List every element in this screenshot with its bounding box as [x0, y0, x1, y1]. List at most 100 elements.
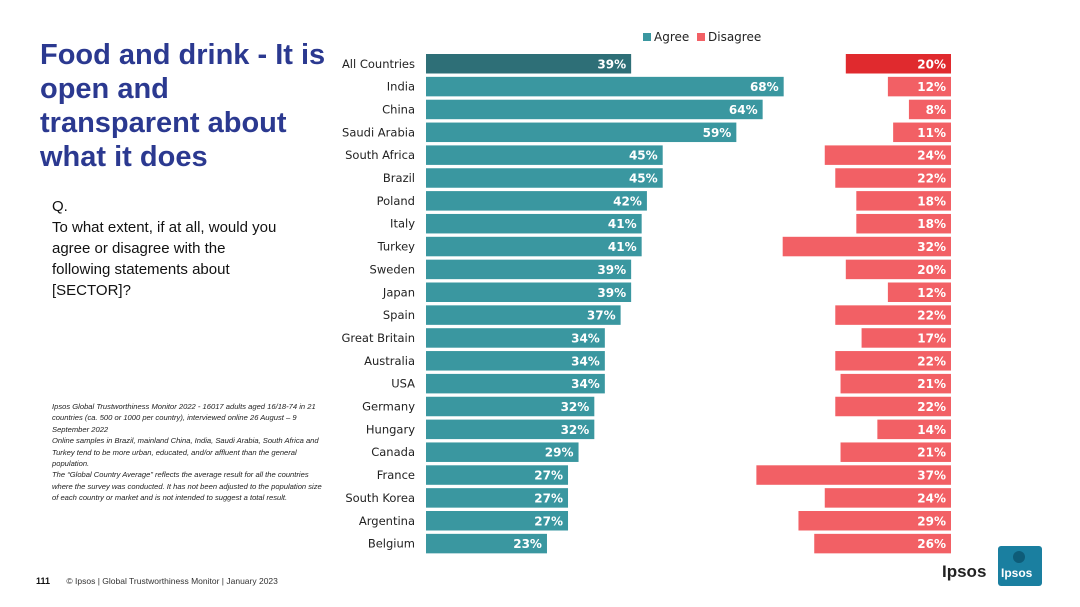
ipsos-logo: Ipsos — [998, 546, 1042, 586]
agree-bar-china — [426, 99, 763, 120]
disagree-value-india: 12% — [917, 80, 946, 94]
agree-bar-usa — [426, 373, 605, 394]
disagree-value-all-countries: 20% — [917, 57, 946, 71]
disagree-bar-japan — [887, 282, 951, 302]
agree-value-sweden: 39% — [597, 263, 626, 277]
agree-bar-belgium — [426, 533, 547, 554]
agree-value-italy: 41% — [608, 217, 637, 231]
disagree-bar-great-britain — [861, 328, 951, 348]
agree-bar-india — [426, 76, 784, 97]
agree-value-saudi-arabia: 59% — [703, 126, 732, 140]
disagree-bar-turkey — [782, 236, 951, 257]
agree-value-australia: 34% — [571, 354, 600, 368]
question-label: Q. — [52, 198, 68, 215]
category-label-saudi-arabia: Saudi Arabia — [342, 125, 415, 139]
agree-value-india: 68% — [750, 80, 779, 94]
agree-bar-italy — [426, 213, 642, 234]
category-label-turkey: Turkey — [377, 240, 416, 254]
category-label-italy: Italy — [390, 217, 415, 231]
disagree-bar-australia — [835, 351, 951, 371]
disagree-bar-germany — [835, 396, 951, 417]
agree-bar-canada — [426, 442, 579, 462]
disagree-value-south-africa: 24% — [917, 149, 946, 163]
disagree-value-canada: 21% — [917, 446, 946, 460]
question-text: To what extent, if at all, would you agr… — [52, 219, 277, 299]
disagree-value-usa: 21% — [917, 377, 946, 391]
legend-agree-swatch — [643, 33, 651, 41]
legend-disagree-label: Disagree — [708, 30, 761, 44]
category-label-china: China — [382, 102, 415, 116]
agree-value-turkey: 41% — [608, 240, 637, 254]
agree-value-south-africa: 45% — [629, 149, 658, 163]
disagree-bar-all-countries — [845, 54, 951, 74]
disagree-value-brazil: 22% — [917, 172, 946, 186]
agree-value-usa: 34% — [571, 377, 600, 391]
disagree-value-poland: 18% — [917, 194, 946, 208]
disagree-value-germany: 22% — [917, 400, 946, 414]
disagree-value-japan: 12% — [917, 286, 946, 300]
disagree-value-turkey: 32% — [917, 240, 946, 254]
category-label-india: India — [387, 80, 415, 94]
agree-bar-spain — [426, 305, 621, 325]
agree-bar-turkey — [426, 236, 642, 257]
disagree-value-sweden: 20% — [917, 263, 946, 277]
note-sample: Ipsos Global Trustworthiness Monitor 202… — [52, 402, 316, 434]
logo-box-text: Ipsos — [1001, 566, 1033, 580]
agree-bar-argentina — [426, 511, 569, 531]
agree-value-south-korea: 27% — [534, 491, 563, 505]
category-label-belgium: Belgium — [368, 537, 415, 551]
agree-bar-great-britain — [426, 328, 605, 348]
category-label-all-countries: All Countries — [342, 57, 415, 71]
disagree-value-great-britain: 17% — [917, 331, 946, 345]
disagree-bar-belgium — [814, 533, 951, 554]
agree-value-spain: 37% — [587, 309, 616, 323]
disagree-bar-saudi-arabia — [893, 122, 951, 143]
category-label-sweden: Sweden — [370, 262, 415, 276]
disagree-bar-usa — [840, 373, 951, 394]
disagree-value-south-korea: 24% — [917, 491, 946, 505]
agree-bar-south-korea — [426, 488, 569, 508]
agree-value-canada: 29% — [545, 446, 574, 460]
agree-bar-hungary — [426, 419, 595, 440]
disagree-value-france: 37% — [917, 469, 946, 483]
agree-value-all-countries: 39% — [597, 57, 626, 71]
disagree-value-spain: 22% — [917, 309, 946, 323]
disagree-bar-brazil — [835, 168, 951, 188]
agree-bar-south-africa — [426, 145, 663, 165]
agree-bar-poland — [426, 191, 647, 211]
disagree-bar-canada — [840, 442, 951, 462]
category-label-germany: Germany — [362, 400, 415, 414]
note-online: Online samples in Brazil, mainland China… — [52, 436, 319, 469]
disagree-value-australia: 22% — [917, 354, 946, 368]
disagree-bar-south-africa — [824, 145, 951, 165]
category-label-south-korea: South Korea — [345, 491, 415, 505]
agree-value-great-britain: 34% — [571, 331, 600, 345]
category-label-australia: Australia — [364, 354, 415, 368]
agree-value-japan: 39% — [597, 286, 626, 300]
agree-value-brazil: 45% — [629, 172, 658, 186]
legend-agree-label: Agree — [654, 30, 689, 44]
category-label-south-africa: South Africa — [345, 148, 415, 162]
agree-value-argentina: 27% — [534, 514, 563, 528]
disagree-bar-spain — [835, 305, 951, 325]
copyright-text: © Ipsos | Global Trustworthiness Monitor… — [66, 576, 278, 586]
disagree-bar-argentina — [798, 511, 951, 531]
disagree-bar-france — [756, 465, 951, 485]
disagree-bar-china — [908, 99, 951, 120]
agree-bar-germany — [426, 396, 595, 417]
category-label-usa: USA — [391, 377, 415, 391]
disagree-value-china: 8% — [926, 103, 946, 117]
agree-value-china: 64% — [729, 103, 758, 117]
agree-value-france: 27% — [534, 469, 563, 483]
disagree-bar-poland — [856, 191, 951, 211]
category-label-poland: Poland — [377, 194, 415, 208]
slide-title: Food and drink - It is open and transpar… — [40, 39, 326, 173]
disagree-value-belgium: 26% — [917, 537, 946, 551]
agree-bar-saudi-arabia — [426, 122, 737, 143]
category-label-argentina: Argentina — [359, 514, 415, 528]
category-label-hungary: Hungary — [366, 422, 415, 436]
agree-value-poland: 42% — [613, 194, 642, 208]
logo-dot-icon — [1013, 551, 1025, 563]
disagree-value-hungary: 14% — [917, 423, 946, 437]
